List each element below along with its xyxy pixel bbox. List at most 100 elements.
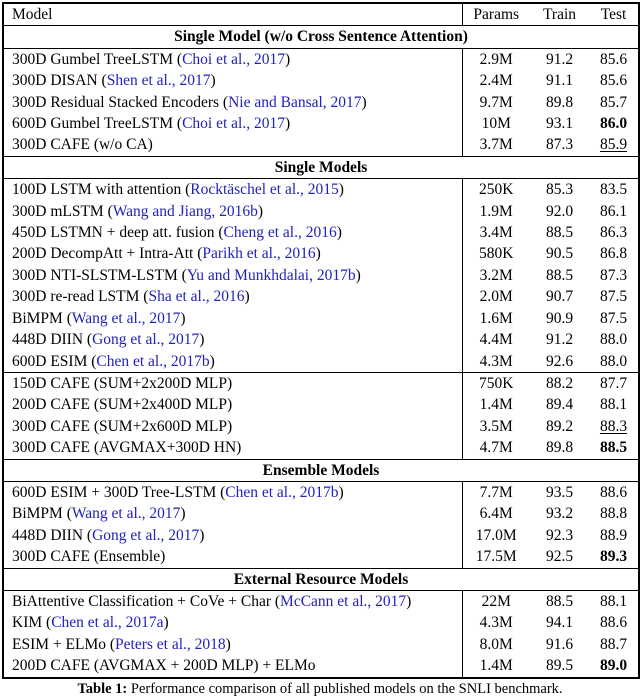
table-row: 300D Gumbel TreeLSTM (Choi et al., 2017)…	[3, 48, 639, 71]
model-text: 200D CAFE (SUM+2x400D MLP)	[12, 396, 233, 414]
model-text: 300D Residual Stacked Encoders (	[12, 93, 229, 111]
train-value: 91.1	[545, 72, 574, 90]
train-value: 89.8	[545, 93, 574, 111]
params-value: 17.0M	[461, 524, 530, 547]
test-value: 88.6	[599, 614, 628, 632]
model-name: BiAttentive Classification + CoVe + Char…	[3, 590, 462, 612]
model-text: 448D DIIN (	[12, 526, 93, 544]
table-row: 300D CAFE (AVGMAX+300D HN) 4.7M 89.8 88.5	[3, 437, 639, 460]
test-value: 88.0	[599, 331, 628, 349]
section-title: Ensemble Models	[3, 458, 639, 482]
train-value: 91.2	[545, 50, 574, 68]
model-name: 200D CAFE (AVGMAX + 200D MLP) + ELMo	[3, 655, 462, 677]
table-row: 300D NTI-SLSTM-LSTM (Yu and Munkhdalai, …	[3, 264, 639, 287]
table-header-row: Model Params Train Test	[3, 3, 639, 27]
test-value: 88.1	[599, 396, 628, 414]
model-name: 300D DISAN (Shen et al., 2017)	[3, 70, 462, 91]
params-value: 4.4M	[461, 329, 530, 351]
model-name: 300D CAFE (Ensemble)	[3, 546, 462, 568]
test-value: 88.5	[599, 439, 628, 457]
train-value: 90.9	[545, 309, 574, 327]
model-name: 200D DecompAtt + Intra-Att (Parikh et al…	[3, 243, 462, 264]
train-value: 89.2	[545, 417, 574, 435]
model-text: 300D CAFE (w/o CA)	[12, 136, 153, 154]
model-text: BiMPM (	[12, 505, 72, 523]
citation-link[interactable]: Nie and Bansal, 2017	[228, 93, 362, 111]
table-row: 200D CAFE (SUM+2x400D MLP) 1.4M 89.4 88.1	[3, 394, 639, 416]
table-row: 200D DecompAtt + Intra-Att (Parikh et al…	[3, 243, 639, 265]
train-value: 92.6	[545, 352, 574, 370]
model-text: )	[163, 614, 169, 632]
model-name: KIM (Chen et al., 2017a)	[3, 612, 462, 633]
model-text: )	[315, 245, 321, 263]
table-row: 300D re-read LSTM (Sha et al., 2016) 2.0M…	[3, 286, 639, 308]
model-name: ESIM + ELMo (Peters et al., 2018)	[3, 634, 462, 655]
params-value: 1.4M	[461, 655, 530, 678]
citation-link[interactable]: Shen et al., 2017	[106, 72, 211, 90]
train-value: 89.4	[545, 396, 574, 414]
model-text: 200D CAFE (AVGMAX + 200D MLP) + ELMo	[12, 657, 316, 675]
test-value: 88.0	[599, 352, 628, 370]
train-value: 90.7	[545, 288, 574, 306]
model-name: 600D Gumbel TreeLSTM (Choi et al., 2017)	[3, 113, 462, 134]
model-text: )	[199, 526, 205, 544]
model-text: 300D NTI-SLSTM-LSTM (	[12, 266, 187, 284]
model-text: )	[361, 93, 367, 111]
params-value: 22M	[461, 590, 530, 613]
model-text: BiAttentive Classification + CoVe + Char…	[12, 592, 281, 610]
model-text: )	[210, 72, 216, 90]
model-name: 300D CAFE (SUM+2x600D MLP)	[3, 416, 462, 437]
column-header-test: Test	[589, 3, 639, 27]
citation-link[interactable]: Wang and Jiang, 2016b	[112, 202, 258, 220]
params-value: 3.4M	[461, 222, 530, 244]
section-header-row: Single Models	[3, 155, 639, 180]
test-value: 87.5	[599, 309, 628, 327]
test-value: 86.3	[599, 224, 628, 242]
citation-link[interactable]: Parikh et al., 2016	[202, 245, 316, 263]
citation-link[interactable]: Peters et al., 2018	[115, 635, 226, 653]
model-name: 300D NTI-SLSTM-LSTM (Yu and Munkhdalai, …	[3, 265, 462, 286]
table-row: 600D Gumbel TreeLSTM (Choi et al., 2017)…	[3, 113, 639, 135]
table-row: 300D CAFE (SUM+2x600D MLP) 3.5M 89.2 88.3	[3, 415, 639, 438]
citation-link[interactable]: McCann et al., 2017	[280, 592, 407, 610]
citation-link[interactable]: Chen et al., 2017b	[225, 483, 339, 501]
model-text: )	[338, 483, 344, 501]
test-value: 89.3	[599, 548, 628, 566]
model-text: )	[225, 635, 231, 653]
params-value: 2.9M	[461, 48, 530, 71]
test-value: 87.5	[599, 288, 628, 306]
model-text: 300D re-read LSTM (	[12, 288, 149, 306]
citation-link[interactable]: Gong et al., 2017	[92, 331, 200, 349]
model-text: )	[257, 202, 264, 220]
table-row: 448D DIIN (Gong et al., 2017) 4.4M 91.2 88.…	[3, 329, 639, 351]
citation-link[interactable]: Choi et al., 2017	[182, 50, 285, 68]
citation-link[interactable]: Yu and Munkhdalai, 2017b	[186, 266, 356, 284]
citation-link[interactable]: Cheng et al., 2016	[223, 224, 337, 242]
model-text: )	[338, 181, 344, 199]
model-text: )	[284, 115, 291, 133]
model-name: 448D DIIN (Gong et al., 2017)	[3, 525, 462, 546]
test-value: 83.5	[599, 181, 628, 199]
model-name: 200D CAFE (SUM+2x400D MLP)	[3, 394, 462, 415]
citation-link[interactable]: Chen et al., 2017b	[96, 352, 210, 370]
model-text: 600D ESIM + 300D Tree-LSTM (	[12, 483, 226, 501]
test-value: 88.7	[599, 635, 628, 653]
model-text: 300D CAFE (SUM+2x600D MLP)	[12, 417, 233, 435]
section-header-row: External Resource Models	[3, 567, 639, 591]
citation-link[interactable]: Sha et al., 2016	[148, 288, 245, 306]
test-value: 88.8	[599, 505, 628, 523]
section-header-row: Ensemble Models	[3, 458, 639, 482]
citation-link[interactable]: Wang et al., 2017	[71, 505, 181, 523]
params-value: 9.7M	[461, 91, 530, 114]
params-value: 1.4M	[461, 394, 530, 416]
train-value: 93.5	[545, 483, 574, 501]
citation-link[interactable]: Gong et al., 2017	[92, 526, 200, 544]
citation-link[interactable]: Chen et al., 2017a	[51, 614, 164, 632]
citation-link[interactable]: Wang et al., 2017	[71, 309, 181, 327]
model-text: )	[355, 266, 361, 284]
model-text: 450D LSTMN + deep att. fusion (	[12, 224, 224, 242]
section-header-row: Single Model (w/o Cross Sentence Attenti…	[3, 25, 639, 49]
citation-link[interactable]: Choi et al., 2017	[182, 115, 285, 133]
train-value: 91.2	[545, 331, 574, 349]
citation-link[interactable]: Rocktäschel et al., 2015	[190, 181, 339, 199]
